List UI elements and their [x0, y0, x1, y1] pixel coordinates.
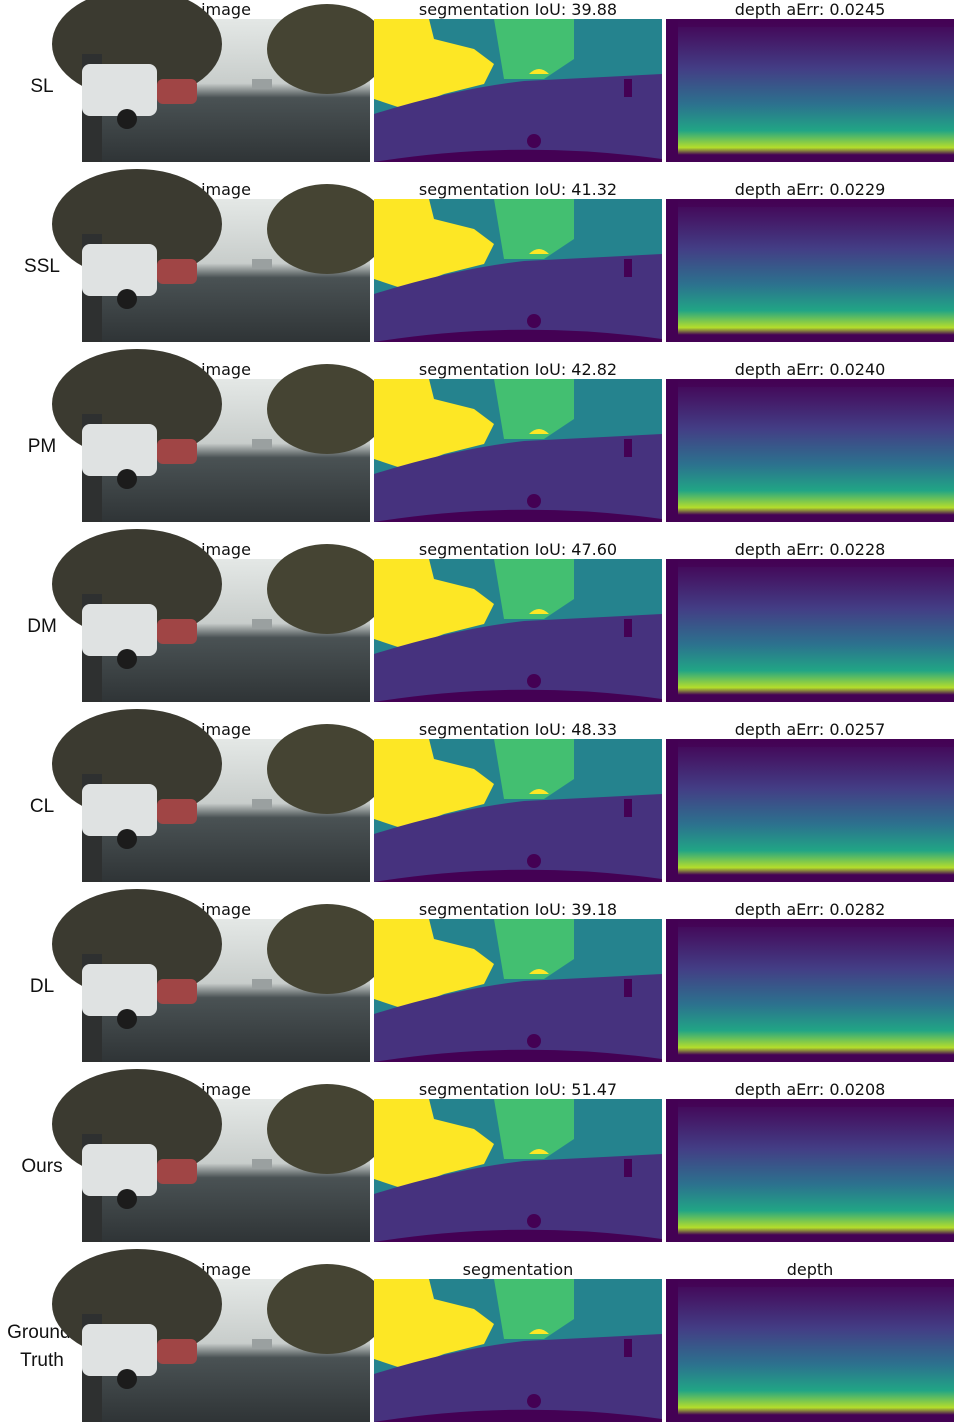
- depth-panel: [666, 1099, 954, 1242]
- segmentation-panel: [374, 199, 662, 342]
- depth-panel: [666, 1279, 954, 1422]
- result-row: CL image segmentation IoU: 48.33 depth aErr…: [30, 709, 954, 882]
- result-row: DM image segmentation IoU: 47.60 depth aErr…: [27, 529, 954, 702]
- panel-title: segmentation: [463, 1260, 574, 1279]
- panel-title: depth aErr: 0.0228: [735, 540, 886, 559]
- panel-title: depth aErr: 0.0229: [735, 180, 886, 199]
- row-label: DL: [30, 976, 54, 997]
- panel-title: image: [201, 360, 251, 379]
- result-row: DL image segmentation IoU: 39.18 depth aErr…: [30, 889, 954, 1062]
- panel-title: segmentation IoU: 42.82: [419, 360, 617, 379]
- panel-title: depth aErr: 0.0245: [735, 0, 886, 19]
- result-row: PM image segmentation IoU: 42.82 depth aErr…: [28, 349, 954, 522]
- result-row: SSL image segmentation IoU: 41.32 depth aEr…: [24, 169, 954, 342]
- result-row: Ours image segmentation IoU: 51.47 depth aE…: [21, 1069, 954, 1242]
- depth-panel: [666, 19, 954, 162]
- row-label: SSL: [24, 256, 60, 277]
- result-row: SL image segmentation IoU: 39.88 depth aErr…: [30, 0, 954, 162]
- panel-title: segmentation IoU: 47.60: [419, 540, 617, 559]
- row-label: PM: [28, 436, 57, 457]
- panel-title: segmentation IoU: 51.47: [419, 1080, 617, 1099]
- row-label: CL: [30, 796, 54, 817]
- depth-panel: [666, 919, 954, 1062]
- segmentation-panel: [374, 739, 662, 882]
- row-label: Ours: [21, 1156, 62, 1177]
- segmentation-panel: [374, 379, 662, 522]
- panel-title: segmentation IoU: 41.32: [419, 180, 617, 199]
- panel-title: depth aErr: 0.0208: [735, 1080, 886, 1099]
- photo-panel: [52, 0, 387, 162]
- panel-title: depth aErr: 0.0282: [735, 900, 886, 919]
- panel-title: image: [201, 1080, 251, 1099]
- row-label: Ground-Truth: [7, 1322, 77, 1371]
- panel-title: segmentation IoU: 39.18: [419, 900, 617, 919]
- panel-title: image: [201, 0, 251, 19]
- depth-panel: [666, 199, 954, 342]
- result-row: Ground-Truth image segmentation depth: [7, 1249, 954, 1422]
- segmentation-panel: [374, 1099, 662, 1242]
- panel-title: image: [201, 180, 251, 199]
- segmentation-panel: [374, 919, 662, 1062]
- panel-title: image: [201, 1260, 251, 1279]
- panel-title: segmentation IoU: 39.88: [419, 0, 617, 19]
- panel-title: image: [201, 720, 251, 739]
- panel-title: depth: [787, 1260, 834, 1279]
- depth-panel: [666, 559, 954, 702]
- segmentation-panel: [374, 1279, 662, 1422]
- panel-title: depth aErr: 0.0240: [735, 360, 886, 379]
- panel-title: image: [201, 900, 251, 919]
- panel-title: image: [201, 540, 251, 559]
- panel-title: depth aErr: 0.0257: [735, 720, 886, 739]
- segmentation-panel: [374, 559, 662, 702]
- depth-panel: [666, 739, 954, 882]
- depth-panel: [666, 379, 954, 522]
- row-label: SL: [30, 76, 53, 97]
- segmentation-panel: [374, 19, 662, 162]
- row-label: DM: [27, 616, 57, 637]
- panel-title: segmentation IoU: 48.33: [419, 720, 617, 739]
